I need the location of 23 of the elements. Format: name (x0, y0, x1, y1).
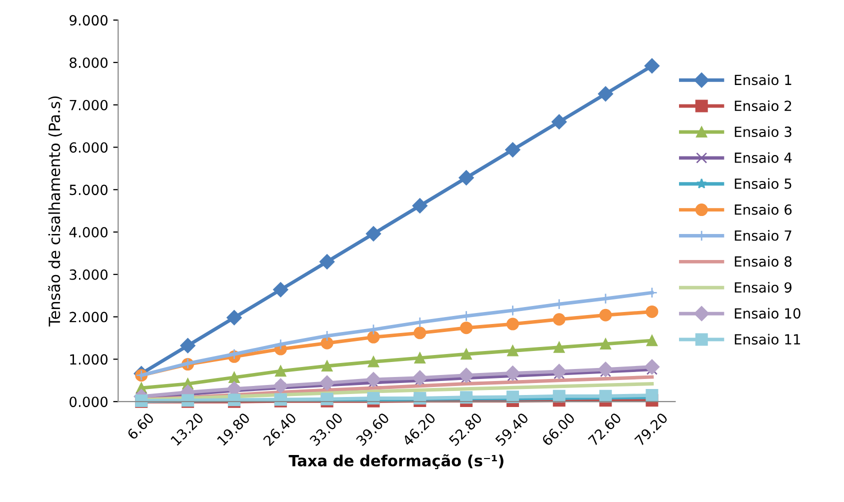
legend-label: Ensaio 8 (734, 256, 792, 267)
legend-label: Ensaio 2 (734, 100, 792, 112)
y-tick-label: 2.000 (70, 312, 108, 322)
legend-label: Ensaio 5 (734, 178, 792, 189)
legend-label: Ensaio 11 (734, 334, 800, 345)
legend-label: Ensaio 1 (734, 74, 792, 86)
legend-label: Ensaio 10 (734, 308, 800, 319)
y-axis-title: Tensão de cisalhamento (Pa.s) (48, 96, 62, 327)
y-tick-label: 4.000 (69, 227, 108, 238)
y-tick-label: 7.000 (70, 100, 108, 110)
y-tick-label: 9.000 (70, 15, 108, 26)
legend-label: Ensaio 3 (734, 126, 792, 138)
y-tick-label: 5.000 (70, 184, 108, 196)
y-tick-label: 6.000 (70, 142, 108, 153)
legend-label: Ensaio 4 (734, 152, 792, 163)
y-tick-label: 0.000 (70, 396, 108, 408)
legend-label: Ensaio 7 (734, 230, 792, 241)
legend-label: Ensaio 9 (734, 282, 792, 293)
y-tick-label: 3.000 (70, 269, 108, 280)
y-tick-label: 8.000 (70, 57, 108, 68)
x-axis-title: Taxa de deformação (s⁻¹) (288, 454, 504, 470)
legend-label: Ensaio 6 (734, 204, 792, 215)
y-tick-label: 1.000 (70, 354, 108, 365)
